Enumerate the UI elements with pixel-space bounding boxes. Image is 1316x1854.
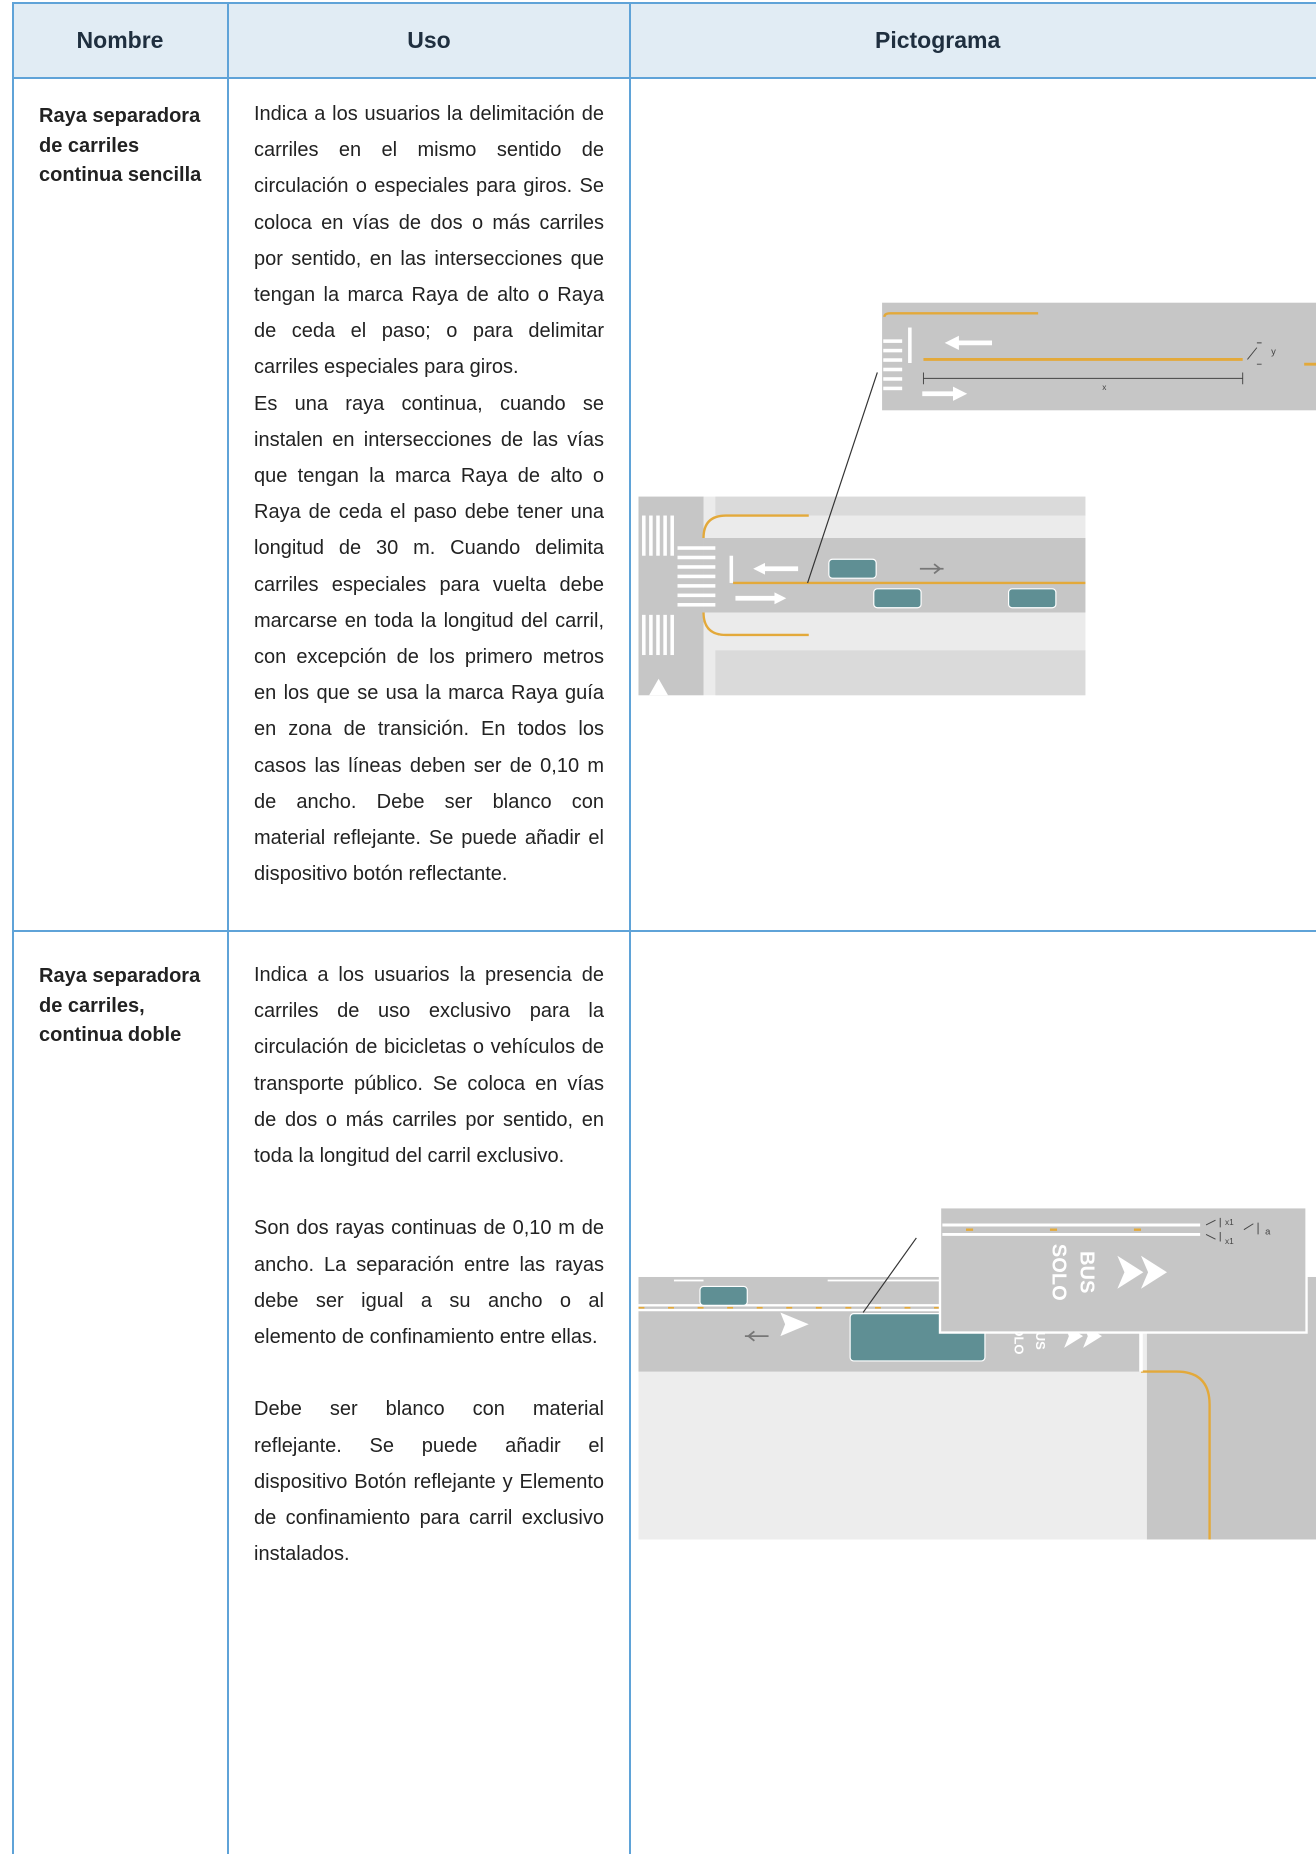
pictogram-label: a <box>1265 1226 1271 1237</box>
header-pictograma: Pictograma <box>630 2 1316 78</box>
pictogram-label: x1 <box>1225 1237 1234 1246</box>
row-use: Indica a los usuarios la presencia de ca… <box>254 957 604 1572</box>
header-uso: Uso <box>228 2 630 78</box>
border <box>12 2 14 1854</box>
row-use: Indica a los usuarios la delimitación de… <box>254 96 604 892</box>
header-nombre: Nombre <box>12 2 228 78</box>
pictogram-label: BUS <box>1076 1251 1098 1293</box>
border <box>629 2 631 1854</box>
paragraph: Debe ser blanco con material reflejante.… <box>254 1398 604 1566</box>
border <box>12 77 1316 79</box>
pictogram-2: SOLO BUS SOLO BUS x1 x1 a <box>638 1206 1316 1540</box>
pictogram-label: y <box>1271 347 1276 358</box>
pictogram-1: x y <box>638 300 1316 696</box>
pictogram-label: SOLO <box>1047 1244 1069 1301</box>
pictogram-label: x1 <box>1225 1218 1234 1227</box>
pictogram-label: x <box>1102 383 1107 392</box>
border <box>12 2 1316 4</box>
paragraph: Son dos rayas continuas de 0,10 m de anc… <box>254 1217 604 1349</box>
border <box>227 2 229 1854</box>
paragraph: Indica a los usuarios la delimitación de… <box>254 103 604 379</box>
row-name: Raya separadora de carriles, continua do… <box>39 965 201 1046</box>
paragraph: Es una raya continua, cuando se instalen… <box>254 392 604 886</box>
border <box>12 930 1316 932</box>
row-name: Raya separadora de carriles continua sen… <box>39 105 202 186</box>
paragraph: Indica a los usuarios la presencia de ca… <box>254 964 604 1168</box>
